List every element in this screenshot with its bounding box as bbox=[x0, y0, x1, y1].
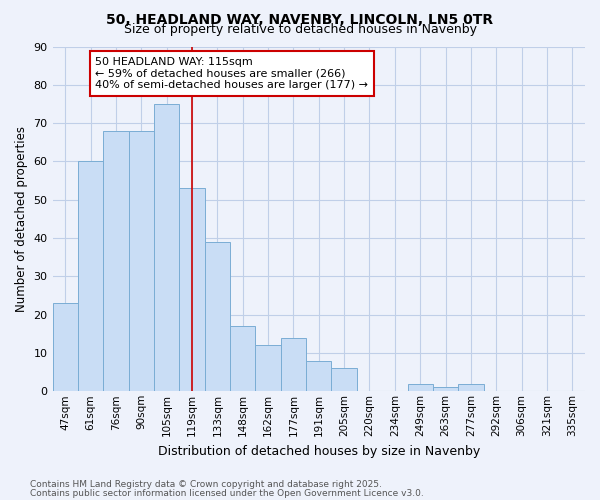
X-axis label: Distribution of detached houses by size in Navenby: Distribution of detached houses by size … bbox=[158, 444, 480, 458]
Bar bbox=[331, 368, 357, 392]
Bar bbox=[78, 162, 103, 392]
Bar bbox=[433, 388, 458, 392]
Text: 50, HEADLAND WAY, NAVENBY, LINCOLN, LN5 0TR: 50, HEADLAND WAY, NAVENBY, LINCOLN, LN5 … bbox=[106, 12, 494, 26]
Bar bbox=[103, 131, 128, 392]
Y-axis label: Number of detached properties: Number of detached properties bbox=[15, 126, 28, 312]
Bar bbox=[128, 131, 154, 392]
Text: Contains public sector information licensed under the Open Government Licence v3: Contains public sector information licen… bbox=[30, 488, 424, 498]
Text: Contains HM Land Registry data © Crown copyright and database right 2025.: Contains HM Land Registry data © Crown c… bbox=[30, 480, 382, 489]
Bar bbox=[407, 384, 433, 392]
Bar bbox=[205, 242, 230, 392]
Bar bbox=[230, 326, 256, 392]
Text: Size of property relative to detached houses in Navenby: Size of property relative to detached ho… bbox=[124, 22, 476, 36]
Bar bbox=[458, 384, 484, 392]
Bar bbox=[281, 338, 306, 392]
Bar bbox=[256, 346, 281, 392]
Bar bbox=[306, 360, 331, 392]
Bar bbox=[179, 188, 205, 392]
Bar bbox=[53, 303, 78, 392]
Bar bbox=[154, 104, 179, 392]
Text: 50 HEADLAND WAY: 115sqm
← 59% of detached houses are smaller (266)
40% of semi-d: 50 HEADLAND WAY: 115sqm ← 59% of detache… bbox=[95, 57, 368, 90]
